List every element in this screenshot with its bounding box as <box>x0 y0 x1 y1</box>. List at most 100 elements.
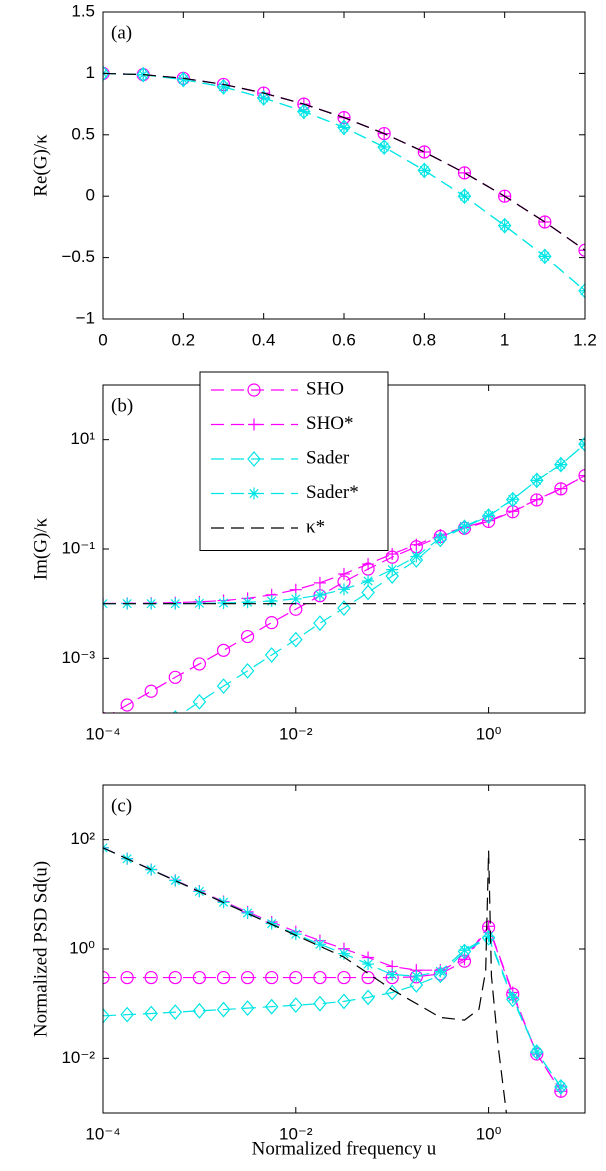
x-tick-label: 1.2 <box>573 330 597 349</box>
marker <box>240 662 255 679</box>
marker <box>144 1005 158 1022</box>
marker <box>120 698 134 712</box>
marker <box>313 970 327 985</box>
marker <box>362 558 375 571</box>
marker <box>216 643 231 657</box>
axes-box <box>102 11 586 320</box>
legend-label: SHO* <box>306 413 354 434</box>
marker <box>410 538 423 551</box>
marker <box>289 928 302 941</box>
x-tick-label: 0 <box>98 330 107 349</box>
marker <box>168 670 182 684</box>
panel-label: (a) <box>111 22 132 43</box>
series-line <box>103 936 562 1088</box>
marker <box>410 550 423 563</box>
marker <box>578 282 585 299</box>
marker <box>578 436 585 453</box>
marker <box>506 991 519 1004</box>
plot-data <box>97 436 585 772</box>
legend-label: Sader <box>306 447 350 468</box>
y-axis-label: Re(G)/κ <box>30 134 51 197</box>
marker <box>482 930 495 943</box>
plot-area <box>103 12 585 319</box>
marker <box>217 596 230 609</box>
marker <box>217 80 230 93</box>
marker <box>216 1001 231 1018</box>
y-tick-label: 1 <box>86 63 95 82</box>
y-tick-label: −1 <box>76 308 95 327</box>
y-tick-label: 10⁻³ <box>61 648 95 667</box>
marker <box>241 907 254 920</box>
x-tick-label: 0.8 <box>413 330 437 349</box>
y-tick-label: 0 <box>86 186 95 205</box>
marker <box>144 970 158 985</box>
marker <box>297 105 310 118</box>
legend-marker <box>248 487 260 500</box>
series-line <box>103 72 585 251</box>
marker <box>97 758 109 772</box>
y-axis-label: Normalized PSD Sd(u) <box>30 861 51 1037</box>
marker <box>481 929 496 946</box>
marker <box>240 629 255 644</box>
marker <box>385 984 399 1001</box>
legend-marker <box>247 451 261 467</box>
marker <box>264 998 279 1015</box>
marker <box>579 469 585 482</box>
marker <box>313 615 327 632</box>
marker <box>337 947 350 960</box>
marker <box>538 215 551 228</box>
marker <box>145 727 157 741</box>
marker <box>458 190 471 203</box>
panel-label: (b) <box>111 395 133 416</box>
marker <box>265 594 278 607</box>
marker <box>362 958 375 971</box>
marker <box>192 970 206 985</box>
marker <box>265 616 279 630</box>
marker <box>554 458 567 471</box>
x-tick-label: 10⁻⁴ <box>85 1124 120 1143</box>
marker <box>378 141 391 154</box>
marker <box>386 563 399 576</box>
legend-label: κ* <box>306 516 325 537</box>
x-tick-label: 10⁰ <box>476 724 502 743</box>
marker <box>103 65 110 82</box>
marker <box>289 592 302 605</box>
marker <box>264 647 279 663</box>
marker <box>481 508 496 525</box>
y-tick-label: 1.5 <box>71 1 95 20</box>
marker <box>216 78 231 95</box>
marker <box>192 657 206 671</box>
plot-data <box>103 841 568 1113</box>
x-tick-label: 0.6 <box>332 330 356 349</box>
marker <box>338 121 350 134</box>
marker <box>265 970 279 985</box>
marker <box>313 938 326 951</box>
marker <box>418 145 431 158</box>
marker <box>554 456 568 473</box>
legend-marker <box>248 418 260 431</box>
x-tick-label: 10⁻² <box>279 724 313 743</box>
marker <box>386 548 399 561</box>
marker <box>216 970 231 985</box>
series-line <box>103 847 508 1113</box>
marker <box>434 965 447 978</box>
marker <box>386 968 399 981</box>
marker <box>433 531 448 548</box>
x-tick-label: 10⁻⁴ <box>85 724 120 743</box>
legend-label: Sader* <box>306 482 359 503</box>
marker <box>289 631 303 648</box>
marker <box>240 970 255 985</box>
marker <box>216 678 231 695</box>
marker <box>458 944 471 957</box>
y-tick-label: 10⁻² <box>61 1048 95 1067</box>
y-tick-label: 10¹ <box>70 429 95 448</box>
marker <box>498 219 511 232</box>
marker <box>313 576 326 589</box>
marker <box>529 1044 544 1061</box>
marker <box>120 970 134 985</box>
marker <box>240 1000 255 1017</box>
x-tick-label: 0.4 <box>252 330 276 349</box>
marker <box>458 166 471 179</box>
x-tick-label: 10⁻² <box>279 1124 313 1143</box>
